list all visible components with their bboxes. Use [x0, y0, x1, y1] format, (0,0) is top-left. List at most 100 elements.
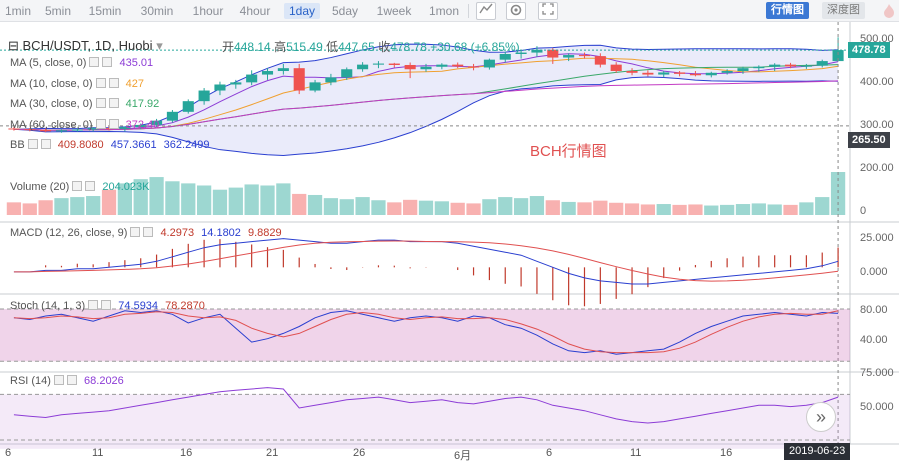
- candle-body: [531, 49, 543, 53]
- volume-bar: [593, 200, 608, 215]
- volume-bar: [181, 183, 196, 215]
- volume-bar: [196, 185, 212, 215]
- volume-bar: [323, 198, 339, 215]
- legend-ma60-value: 372.40: [125, 119, 160, 131]
- close-icon[interactable]: [108, 98, 119, 108]
- bollinger-lower-line: [13, 76, 839, 157]
- eye-icon[interactable]: [27, 139, 38, 149]
- volume-bar: [783, 204, 798, 215]
- volume-bar: [720, 204, 735, 215]
- candle-body: [483, 59, 495, 68]
- tf-30min[interactable]: 30min: [140, 4, 174, 18]
- legend-ma10: MA (10, close, 0) 427: [10, 78, 144, 90]
- toolbar: 1min 5min 15min 30min 1hour 4hour 1day 5…: [0, 0, 899, 22]
- low-label: 低: [326, 40, 339, 54]
- price-axis-200: 200.00: [860, 162, 894, 174]
- close-icon[interactable]: [143, 227, 154, 237]
- stoch-d-line: [13, 310, 839, 354]
- candle-body: [214, 84, 226, 91]
- last-price-tag: 478.78: [848, 42, 890, 58]
- tf-1week[interactable]: 1week: [376, 4, 412, 18]
- eye-icon[interactable]: [95, 78, 106, 88]
- date-tick: 6: [5, 447, 12, 459]
- candle-body: [468, 66, 480, 68]
- eye-icon[interactable]: [72, 181, 83, 191]
- eye-icon[interactable]: [95, 98, 106, 108]
- candle-body: [420, 66, 432, 70]
- eye-icon[interactable]: [89, 57, 100, 67]
- date-tick: 21: [266, 447, 279, 459]
- volume-bar: [403, 199, 418, 215]
- stoch-axis-80: 80.00: [860, 304, 888, 316]
- tf-15min[interactable]: 15min: [88, 4, 122, 18]
- candle-body: [230, 82, 242, 85]
- candle-body: [119, 127, 131, 129]
- theme-flame-icon[interactable]: [882, 3, 896, 19]
- crosshair-price-tag: 265.50: [848, 132, 890, 148]
- close-icon[interactable]: [40, 139, 51, 149]
- legend-ma5-label: MA (5, close, 0): [10, 57, 87, 69]
- chart-canvas[interactable]: [0, 22, 899, 464]
- candle-body: [642, 72, 654, 75]
- tf-1hour[interactable]: 1hour: [192, 4, 224, 18]
- legend-stoch-d: 78.2870: [165, 300, 205, 312]
- volume-bar: [815, 197, 830, 215]
- dropdown-chevron-icon[interactable]: ▾: [156, 38, 163, 53]
- view-tab-chart[interactable]: 行情图: [766, 2, 809, 19]
- candle-body: [626, 71, 638, 73]
- tf-5min[interactable]: 5min: [44, 4, 71, 18]
- close-icon[interactable]: [102, 57, 113, 67]
- high-label: 高: [274, 40, 287, 54]
- eye-icon[interactable]: [88, 300, 99, 310]
- legend-rsi: RSI (14) 68.2026: [10, 375, 124, 387]
- close-icon[interactable]: [108, 119, 119, 129]
- tf-1day[interactable]: 1day: [284, 3, 320, 19]
- view-tab-depth[interactable]: 深度图: [822, 2, 865, 19]
- stoch-axis-40: 40.00: [860, 334, 888, 346]
- close-value: 478.78: [390, 40, 427, 54]
- close-icon[interactable]: [66, 375, 77, 385]
- close-label: 收: [378, 40, 391, 54]
- volume-bar: [101, 189, 117, 215]
- candle-body: [784, 64, 797, 67]
- candle-body: [674, 72, 686, 74]
- close-icon[interactable]: [85, 181, 96, 191]
- candle-body: [499, 53, 511, 60]
- close-icon[interactable]: [101, 300, 112, 310]
- volume-bar: [767, 204, 782, 215]
- ohlc-readout: 开448.14 高515.49 低447.65 收478.78 +30.68 (…: [222, 38, 520, 55]
- candle-body: [388, 63, 400, 65]
- candle-body: [246, 74, 258, 83]
- tf-5day[interactable]: 5day: [331, 4, 359, 18]
- indicator-icon[interactable]: [476, 2, 496, 20]
- candle-body: [800, 65, 812, 67]
- volume-bar: [418, 200, 434, 215]
- eye-icon[interactable]: [130, 227, 141, 237]
- tf-4hour[interactable]: 4hour: [239, 4, 271, 18]
- eye-icon[interactable]: [53, 375, 64, 385]
- high-value: 515.49: [286, 40, 323, 54]
- close-icon[interactable]: [108, 78, 119, 88]
- scroll-to-latest-button[interactable]: »: [806, 402, 836, 432]
- volume-bar: [688, 204, 703, 215]
- eye-icon[interactable]: [95, 119, 106, 129]
- candle-body: [689, 73, 701, 76]
- volume-bar: [387, 202, 402, 215]
- settings-gear-icon[interactable]: [506, 2, 526, 20]
- candle-body: [816, 61, 828, 66]
- legend-ma5: MA (5, close, 0) 435.01: [10, 57, 153, 69]
- volume-bar: [54, 198, 69, 215]
- fullscreen-icon[interactable]: [538, 2, 558, 20]
- stoch-k-line: [13, 310, 839, 355]
- legend-macd: MACD (12, 26, close, 9) 4.2973 14.1802 9…: [10, 227, 282, 239]
- open-label: 开: [222, 40, 235, 54]
- candle-body: [40, 129, 52, 132]
- tf-1min[interactable]: 1min: [4, 4, 31, 18]
- candle-body: [357, 64, 369, 70]
- legend-stoch: Stoch (14, 1, 3) 74.5934 78.2870: [10, 300, 205, 312]
- collapse-icon[interactable]: ⊟: [8, 38, 23, 53]
- rsi-line: [13, 387, 839, 424]
- tf-1mon[interactable]: 1mon: [428, 4, 460, 18]
- legend-rsi-value: 68.2026: [84, 375, 124, 387]
- macd-axis-25: 25.000: [860, 232, 894, 244]
